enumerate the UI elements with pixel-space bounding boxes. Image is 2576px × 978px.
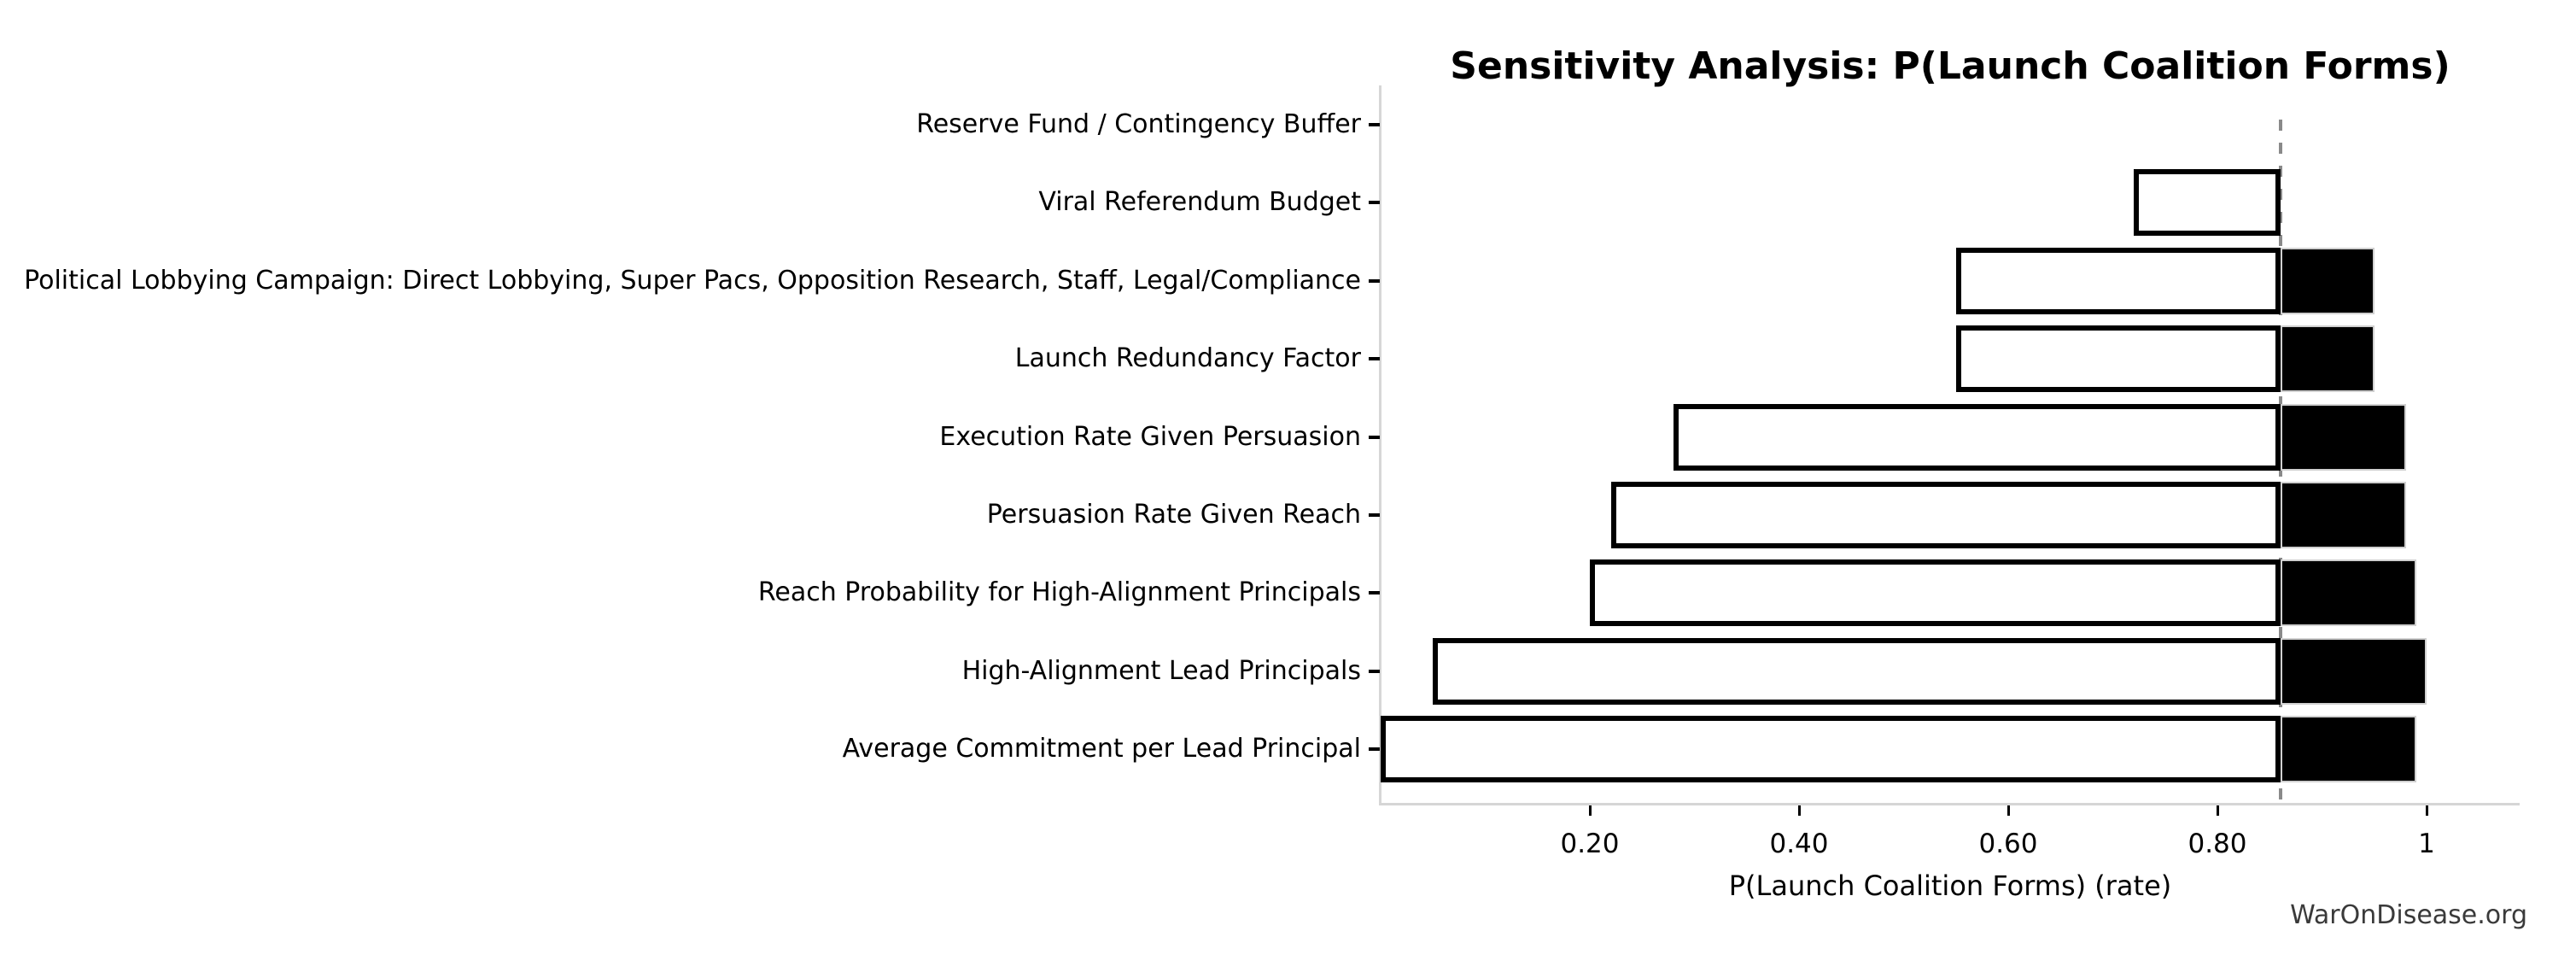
bar-high-segment (2280, 325, 2374, 393)
x-axis-tick (2216, 805, 2219, 816)
bar-low-segment (1610, 482, 2281, 548)
x-axis-tick-label: 0.60 (1978, 829, 2038, 859)
bar-low-segment (1955, 247, 2281, 314)
x-axis-tick (1797, 805, 1801, 816)
x-axis-tick-label: 0.80 (2188, 829, 2247, 859)
x-axis-tick (2006, 805, 2010, 816)
watermark-text: WarOnDisease.org (2290, 900, 2527, 930)
bar-low-segment (1590, 559, 2281, 627)
y-axis-category-label: High-Alignment Lead Principals (961, 655, 1361, 686)
x-axis-title: P(Launch Coalition Forms) (rate) (1728, 870, 2172, 902)
chart-title: Sensitivity Analysis: P(Launch Coalition… (1450, 44, 2450, 88)
bar-high-segment (2280, 716, 2416, 783)
bar-high-segment (2280, 637, 2427, 705)
y-axis-tick (1369, 513, 1380, 517)
x-axis-tick-label: 1 (2418, 829, 2435, 859)
y-axis-tick (1369, 747, 1380, 752)
bar-high-segment (2280, 482, 2406, 548)
y-axis-category-label: Launch Redundancy Factor (1014, 343, 1361, 374)
y-axis-left-spine (1379, 85, 1381, 803)
y-axis-tick (1369, 435, 1380, 439)
y-axis-category-label: Reach Probability for High-Alignment Pri… (757, 577, 1361, 608)
y-axis-category-label: Execution Rate Given Persuasion (939, 421, 1361, 452)
x-axis-bottom-spine (1379, 803, 2520, 805)
bar-low-segment (2134, 169, 2281, 237)
bar-low-segment (1433, 637, 2281, 705)
y-axis-tick (1369, 357, 1380, 361)
bar-high-segment (2280, 247, 2374, 314)
y-axis-category-label: Reserve Fund / Contingency Buffer (916, 109, 1361, 139)
y-axis-category-label: Persuasion Rate Given Reach (986, 500, 1361, 530)
y-axis-category-label: Viral Referendum Budget (1038, 187, 1361, 218)
y-axis-tick (1369, 201, 1380, 205)
bar-low-segment (1674, 403, 2281, 471)
y-axis-category-label: Average Commitment per Lead Principal (842, 734, 1361, 764)
bar-low-segment (1955, 325, 2281, 393)
x-axis-tick (2425, 805, 2428, 816)
y-axis-tick (1369, 669, 1380, 673)
bar-low-segment (1381, 716, 2281, 783)
y-axis-tick (1369, 123, 1380, 126)
bar-high-segment (2280, 559, 2416, 627)
bar-high-segment (2280, 403, 2406, 471)
x-axis-tick-label: 0.40 (1769, 829, 1829, 859)
y-axis-tick (1369, 591, 1380, 595)
y-axis-tick (1369, 278, 1380, 283)
x-axis-tick (1588, 805, 1592, 816)
x-axis-tick-label: 0.20 (1560, 829, 1620, 859)
y-axis-category-label: Political Lobbying Campaign: Direct Lobb… (24, 265, 1361, 296)
